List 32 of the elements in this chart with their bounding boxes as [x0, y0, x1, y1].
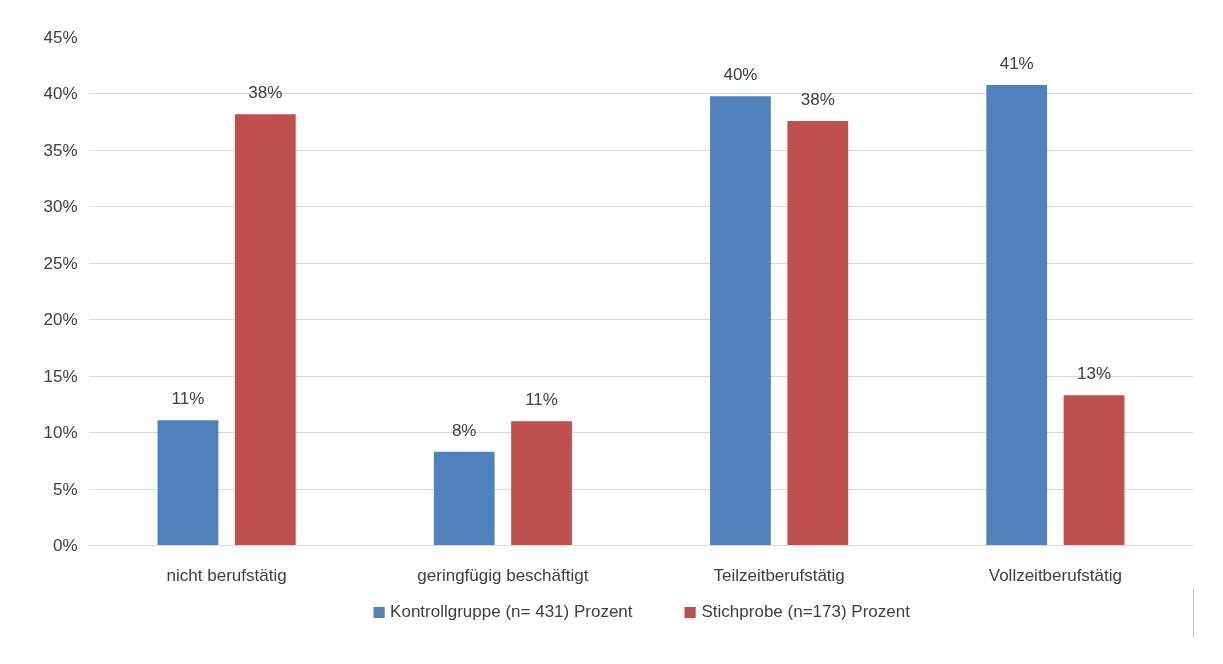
y-tick-label: 15%	[43, 366, 78, 386]
data-label: 11%	[525, 390, 558, 410]
x-tick-label: geringfügig beschäftigt	[417, 565, 589, 585]
y-tick-label: 5%	[52, 479, 78, 499]
bar	[157, 420, 219, 546]
x-tick-label: nicht berufstätig	[166, 565, 287, 585]
legend-label: Stichprobe (n=173) Prozent	[701, 602, 910, 622]
bar	[1063, 395, 1125, 546]
x-tick-label: Teilzeitberufstätig	[713, 565, 845, 585]
bar	[710, 96, 771, 546]
x-tick-label: Vollzeitberufstätig	[988, 565, 1122, 585]
bar	[511, 421, 572, 546]
bar	[433, 451, 495, 546]
data-label: 8%	[451, 420, 477, 440]
y-tick-label: 10%	[43, 423, 78, 443]
legend-label: Kontrollgruppe (n= 431) Prozent	[390, 602, 633, 622]
y-tick-label: 0%	[52, 536, 78, 555]
bar	[787, 121, 849, 546]
y-tick-label: 40%	[43, 84, 78, 104]
bar	[986, 84, 1048, 546]
data-label: 11%	[171, 389, 205, 409]
y-tick-label: 30%	[43, 197, 78, 217]
y-tick-label: 45%	[43, 28, 78, 47]
y-tick-label: 20%	[43, 310, 78, 330]
data-label: 38%	[800, 90, 835, 110]
y-tick-label: 35%	[43, 140, 78, 160]
data-label: 38%	[248, 83, 283, 103]
y-tick-label: 25%	[43, 253, 78, 273]
bar	[234, 114, 296, 546]
data-label: 40%	[723, 65, 758, 85]
data-label: 41%	[999, 53, 1034, 73]
data-label: 13%	[1077, 364, 1112, 384]
